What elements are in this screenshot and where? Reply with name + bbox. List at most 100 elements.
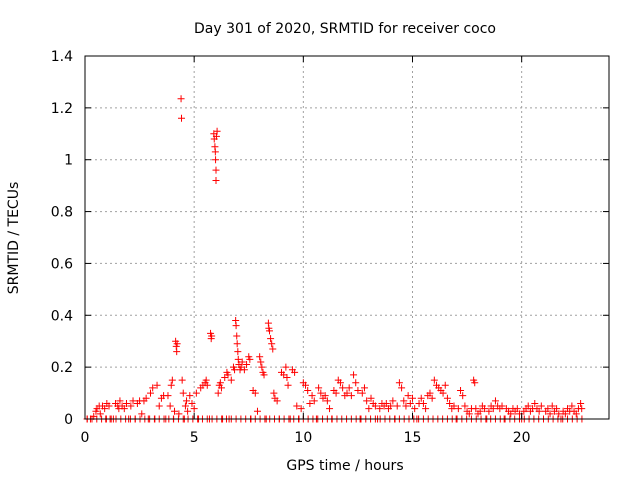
data-point bbox=[257, 358, 265, 366]
data-point bbox=[426, 389, 434, 397]
y-tick-label: 0.4 bbox=[51, 308, 73, 324]
data-point bbox=[471, 379, 479, 387]
data-point bbox=[306, 399, 314, 407]
data-point bbox=[457, 386, 465, 394]
data-point bbox=[555, 410, 563, 418]
data-point bbox=[224, 371, 232, 379]
data-point bbox=[323, 397, 331, 405]
data-point bbox=[553, 405, 561, 413]
data-point bbox=[283, 374, 291, 382]
data-point bbox=[537, 402, 545, 410]
data-point bbox=[96, 410, 104, 418]
data-point bbox=[181, 402, 189, 410]
data-point bbox=[178, 376, 186, 384]
data-point bbox=[360, 384, 368, 392]
data-point bbox=[164, 392, 172, 400]
data-point bbox=[129, 397, 137, 405]
x-tick-label: 0 bbox=[81, 430, 90, 446]
data-point bbox=[208, 332, 216, 340]
data-point bbox=[291, 368, 299, 376]
data-point bbox=[417, 394, 425, 402]
data-point bbox=[173, 348, 181, 356]
data-point bbox=[211, 148, 219, 156]
data-point bbox=[240, 366, 248, 374]
data-point bbox=[216, 379, 224, 387]
data-point bbox=[393, 402, 401, 410]
data-point bbox=[389, 397, 397, 405]
data-point bbox=[171, 407, 179, 415]
data-point bbox=[184, 407, 192, 415]
data-point bbox=[326, 405, 334, 413]
data-point bbox=[406, 399, 414, 407]
plot-frame bbox=[84, 55, 610, 420]
data-point bbox=[459, 392, 467, 400]
data-point bbox=[116, 397, 124, 405]
data-point bbox=[302, 381, 310, 389]
data-point bbox=[531, 399, 539, 407]
data-point bbox=[155, 402, 163, 410]
data-point bbox=[147, 389, 154, 397]
data-point bbox=[202, 376, 210, 384]
data-point bbox=[267, 335, 275, 343]
data-point bbox=[317, 389, 325, 397]
data-point bbox=[233, 332, 241, 340]
data-point bbox=[233, 340, 241, 348]
data-point bbox=[238, 358, 246, 366]
y-tick-label: 0.6 bbox=[51, 256, 73, 272]
data-point bbox=[513, 405, 521, 413]
data-point bbox=[217, 384, 225, 392]
x-tick-label: 20 bbox=[513, 430, 531, 446]
x-axis-label: GPS time / hours bbox=[286, 458, 403, 474]
data-point bbox=[472, 405, 480, 413]
data-point bbox=[404, 392, 412, 400]
data-point bbox=[166, 402, 174, 410]
data-point bbox=[422, 405, 430, 413]
data-point bbox=[293, 402, 301, 410]
data-point bbox=[321, 392, 329, 400]
data-point bbox=[101, 405, 109, 413]
grid-layer bbox=[85, 56, 609, 419]
y-tick-label: 0 bbox=[64, 412, 73, 428]
data-point bbox=[212, 176, 220, 184]
data-point bbox=[409, 394, 416, 402]
data-point bbox=[269, 345, 277, 353]
data-point bbox=[284, 381, 292, 389]
data-point bbox=[577, 399, 585, 407]
data-point bbox=[243, 361, 251, 369]
y-tick-label: 0.8 bbox=[51, 205, 73, 221]
data-point bbox=[535, 407, 543, 415]
data-point bbox=[179, 389, 187, 397]
data-point bbox=[105, 402, 113, 410]
data-point bbox=[153, 381, 161, 389]
data-point bbox=[363, 397, 371, 405]
data-point bbox=[310, 397, 318, 405]
data-point bbox=[127, 402, 135, 410]
data-point bbox=[578, 405, 586, 413]
chart-title: Day 301 of 2020, SRMTID for receiver coc… bbox=[194, 21, 496, 37]
data-point bbox=[398, 384, 406, 392]
data-point bbox=[304, 386, 312, 394]
x-tick-label: 15 bbox=[404, 430, 422, 446]
data-point bbox=[561, 410, 569, 418]
data-point bbox=[498, 402, 506, 410]
data-point bbox=[507, 410, 515, 418]
data-point bbox=[120, 405, 128, 413]
data-point bbox=[343, 389, 351, 397]
data-point bbox=[400, 397, 408, 405]
data-point bbox=[268, 340, 276, 348]
data-point bbox=[548, 402, 556, 410]
data-point bbox=[339, 384, 347, 392]
data-point bbox=[350, 371, 358, 379]
data-point bbox=[485, 407, 493, 415]
data-point bbox=[192, 389, 200, 397]
data-point bbox=[178, 114, 186, 122]
data-point bbox=[461, 402, 469, 410]
data-point bbox=[265, 327, 273, 335]
data-point bbox=[430, 376, 438, 384]
data-point bbox=[481, 405, 489, 413]
data-point bbox=[568, 402, 576, 410]
data-point bbox=[315, 384, 323, 392]
data-point bbox=[411, 405, 419, 413]
data-point bbox=[358, 389, 366, 397]
data-point bbox=[168, 376, 176, 384]
